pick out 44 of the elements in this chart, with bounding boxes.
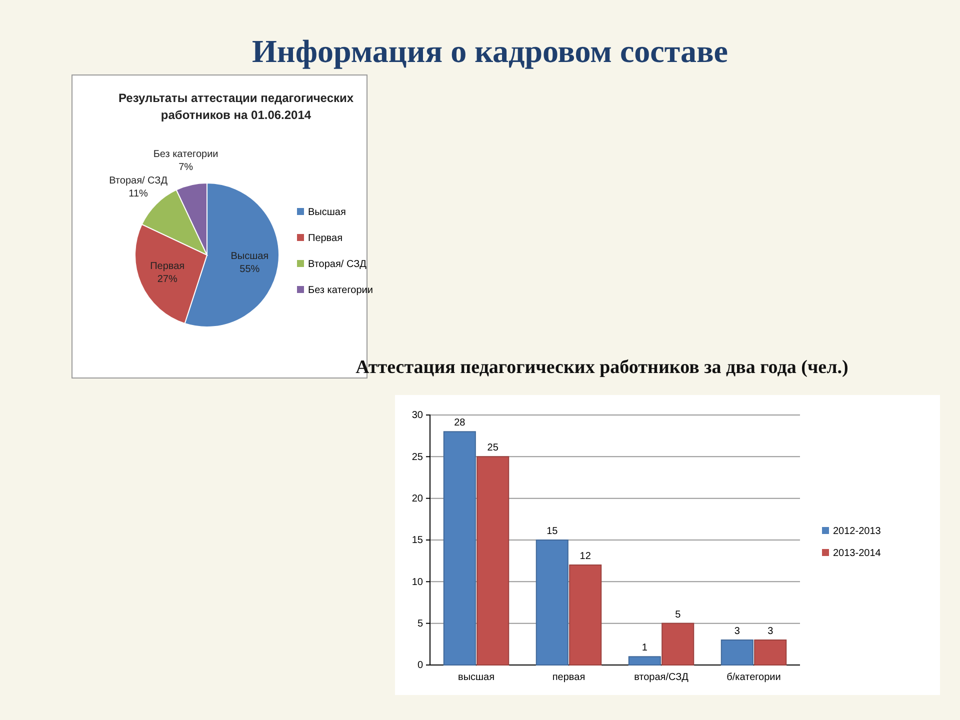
x-tick-label: б/категории bbox=[726, 672, 781, 684]
legend-label: Без категории bbox=[308, 285, 373, 296]
data-label: 3 bbox=[768, 626, 774, 637]
legend-label: Высшая bbox=[308, 207, 346, 218]
slice-label: Первая bbox=[150, 261, 185, 272]
y-tick-label: 15 bbox=[412, 535, 424, 546]
data-label: 27% bbox=[157, 274, 178, 286]
data-label: 1 bbox=[642, 642, 648, 654]
text: Информация о кадровом составе bbox=[252, 33, 728, 69]
data-label: 15 bbox=[546, 526, 558, 537]
bar bbox=[628, 656, 661, 666]
data-label: 3 bbox=[734, 626, 740, 637]
data-label: 28 bbox=[454, 418, 466, 429]
bar bbox=[476, 456, 510, 666]
x-tick-label: первая bbox=[552, 672, 586, 684]
legend-label: Вторая/ СЗД bbox=[308, 259, 367, 270]
y-tick-label: 5 bbox=[417, 618, 424, 630]
y-tick-label: 20 bbox=[412, 494, 424, 505]
data-label: 7% bbox=[178, 162, 194, 174]
x-tick-label: вторая/СЗД bbox=[634, 672, 689, 684]
bar bbox=[569, 564, 602, 666]
slice-label: Высшая bbox=[230, 250, 269, 262]
data-label: 11% bbox=[128, 188, 148, 200]
bar bbox=[536, 540, 568, 666]
bar bbox=[443, 431, 476, 666]
legend-label: Первая bbox=[308, 233, 342, 244]
chart-title: Аттестация педагогических работников за два года (чел.) bbox=[356, 357, 848, 378]
data-label: 25 bbox=[487, 442, 499, 454]
x-tick-label: высшая bbox=[458, 672, 494, 684]
y-tick-label: 25 bbox=[412, 452, 424, 463]
legend-label: 2013-2014 bbox=[833, 548, 882, 559]
y-tick-label: 30 bbox=[412, 410, 424, 422]
data-label: 55% bbox=[240, 264, 260, 275]
data-label: 12 bbox=[580, 551, 592, 562]
bar bbox=[720, 640, 754, 666]
slice-label: Без категории bbox=[153, 149, 218, 160]
bar bbox=[754, 640, 787, 666]
y-tick-label: 10 bbox=[412, 576, 424, 588]
slice-label: Вторая/ СЗД bbox=[109, 175, 168, 186]
chart-title: Результаты аттестации педагогических работников на 01.06.2014 bbox=[118, 91, 354, 122]
legend-label: 2012-2013 bbox=[833, 526, 882, 537]
y-tick-label: 0 bbox=[417, 660, 424, 672]
data-label: 5 bbox=[675, 609, 682, 620]
bar bbox=[662, 622, 694, 666]
